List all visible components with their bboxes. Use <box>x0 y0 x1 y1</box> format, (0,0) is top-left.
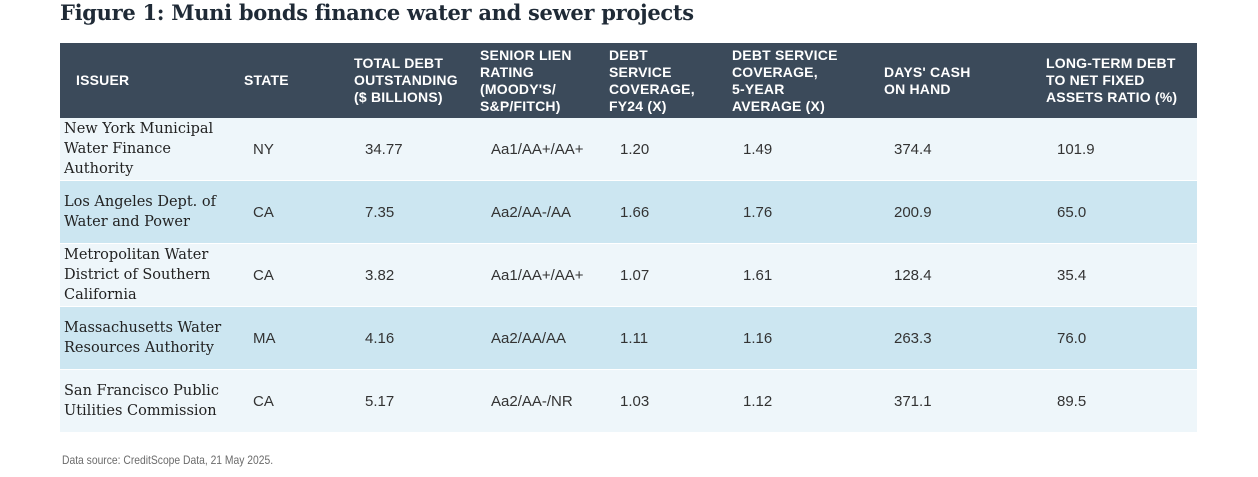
header-days-cash: DAYS' CASH ON HAND <box>884 63 971 97</box>
table-row: Metropolitan Water District of Southern … <box>60 244 1197 307</box>
table-header: ISSUER STATE TOTAL DEBT OUTSTANDING ($ B… <box>60 43 1197 118</box>
cell-total-debt: 7.35 <box>365 203 395 221</box>
cell-issuer: Massachusetts Water Resources Authority <box>64 320 222 356</box>
cell-total-debt: 34.77 <box>365 140 403 158</box>
table-row: Massachusetts Water Resources Authority … <box>60 307 1197 370</box>
cell-coverage-fy24: 1.07 <box>620 266 650 284</box>
table-row: Los Angeles Dept. of Water and Power CA … <box>60 181 1197 244</box>
cell-state: CA <box>253 266 274 284</box>
cell-debt-ratio: 76.0 <box>1057 329 1087 347</box>
header-state: STATE <box>244 72 289 88</box>
cell-days-cash: 128.4 <box>894 266 932 284</box>
cell-rating: Aa1/AA+/AA+ <box>491 266 584 284</box>
cell-rating: Aa1/AA+/AA+ <box>491 140 584 158</box>
cell-total-debt: 4.16 <box>365 329 395 347</box>
cell-rating: Aa2/AA/AA <box>491 329 567 347</box>
cell-issuer: Metropolitan Water District of Southern … <box>64 247 211 303</box>
cell-debt-ratio: 35.4 <box>1057 266 1087 284</box>
cell-issuer: San Francisco Public Utilities Commissio… <box>64 383 219 419</box>
data-table: ISSUER STATE TOTAL DEBT OUTSTANDING ($ B… <box>60 43 1197 433</box>
cell-coverage-5yr: 1.61 <box>743 266 773 284</box>
figure-title: Figure 1: Muni bonds finance water and s… <box>60 0 694 25</box>
cell-coverage-fy24: 1.20 <box>620 140 650 158</box>
header-debt-ratio: LONG-TERM DEBT TO NET FIXED ASSETS RATIO… <box>1046 55 1178 105</box>
cell-days-cash: 374.4 <box>894 140 932 158</box>
cell-rating: Aa2/AA-/AA <box>491 203 572 221</box>
cell-days-cash: 371.1 <box>894 392 932 410</box>
cell-rating: Aa2/AA-/NR <box>491 392 573 410</box>
header-coverage-5yr: DEBT SERVICE COVERAGE, 5-YEAR AVERAGE (X… <box>732 46 838 114</box>
cell-coverage-5yr: 1.76 <box>743 203 773 221</box>
header-total-debt: TOTAL DEBT OUTSTANDING ($ BILLIONS) <box>354 55 458 105</box>
cell-days-cash: 200.9 <box>894 203 932 221</box>
cell-coverage-fy24: 1.11 <box>620 329 649 347</box>
cell-coverage-fy24: 1.66 <box>620 203 650 221</box>
cell-coverage-5yr: 1.16 <box>743 329 773 347</box>
table-row: New York Municipal Water Finance Authori… <box>60 118 1197 181</box>
cell-total-debt: 3.82 <box>365 266 395 284</box>
cell-debt-ratio: 101.9 <box>1057 140 1095 158</box>
cell-issuer: Los Angeles Dept. of Water and Power <box>64 194 216 230</box>
cell-coverage-5yr: 1.49 <box>743 140 773 158</box>
cell-total-debt: 5.17 <box>365 392 395 410</box>
cell-coverage-fy24: 1.03 <box>620 392 650 410</box>
table-row: San Francisco Public Utilities Commissio… <box>60 370 1197 433</box>
data-source-note: Data source: CreditScope Data, 21 May 20… <box>62 453 274 467</box>
header-coverage-fy24: DEBT SERVICE COVERAGE, FY24 (X) <box>609 46 695 114</box>
cell-debt-ratio: 65.0 <box>1057 203 1087 221</box>
cell-days-cash: 263.3 <box>894 329 932 347</box>
cell-state: MA <box>253 329 276 347</box>
cell-issuer: New York Municipal Water Finance Authori… <box>64 121 214 177</box>
cell-state: CA <box>253 392 274 410</box>
cell-coverage-5yr: 1.12 <box>743 392 773 410</box>
cell-debt-ratio: 89.5 <box>1057 392 1087 410</box>
header-issuer: ISSUER <box>76 72 130 88</box>
cell-state: CA <box>253 203 274 221</box>
header-rating: SENIOR LIEN RATING (MOODY'S/ S&P/FITCH) <box>480 46 572 114</box>
cell-state: NY <box>253 140 274 158</box>
